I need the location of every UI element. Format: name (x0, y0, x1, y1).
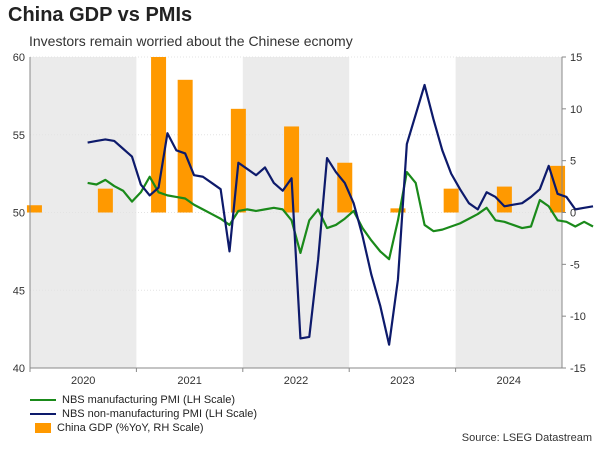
gdp-bar (390, 208, 406, 213)
gdp-bar (26, 205, 42, 213)
right-tick-label: -10 (570, 311, 586, 323)
x-tick-label: 2022 (284, 375, 308, 387)
left-tick-label: 60 (13, 52, 25, 64)
legend-item-non-manufacturing: NBS non-manufacturing PMI (LH Scale) (30, 407, 257, 421)
year-band-2020 (30, 57, 137, 368)
non-manufacturing-pmi-line (87, 83, 594, 346)
legend-label-gdp: China GDP (%YoY, RH Scale) (57, 422, 204, 434)
legend-label-non-manufacturing: NBS non-manufacturing PMI (LH Scale) (62, 408, 258, 420)
gdp-bar (284, 126, 300, 213)
chart-title: China GDP vs PMIs (8, 4, 193, 26)
left-tick-label: 40 (13, 363, 25, 375)
legend: NBS manufacturing PMI (LH Scale) NBS non… (30, 393, 257, 435)
right-tick-label: -15 (570, 363, 586, 375)
legend-item-manufacturing: NBS manufacturing PMI (LH Scale) (30, 393, 257, 407)
legend-item-gdp: China GDP (%YoY, RH Scale) (30, 421, 257, 435)
x-tick-label: 2021 (177, 375, 201, 387)
right-tick-label: 15 (570, 52, 582, 64)
left-tick-label: 45 (13, 285, 25, 297)
source-note: Source: LSEG Datastream (461, 432, 592, 444)
chart-subtitle: Investors remain worried about the Chine… (29, 33, 353, 49)
gdp-bar (230, 108, 246, 213)
right-tick-label: 10 (570, 104, 582, 116)
left-tick-label: 55 (13, 130, 25, 142)
right-tick-label: -5 (570, 259, 580, 271)
legend-swatch-non-manufacturing (30, 413, 56, 415)
legend-swatch-gdp (35, 423, 51, 433)
right-tick-label: 5 (570, 156, 576, 168)
x-tick-label: 2023 (390, 375, 414, 387)
x-tick-label: 2024 (497, 375, 521, 387)
legend-swatch-manufacturing (30, 399, 56, 401)
gdp-bar (550, 165, 566, 213)
left-tick-label: 50 (13, 208, 25, 220)
gdp-bar (97, 188, 113, 213)
gdp-bar (337, 162, 353, 213)
x-tick-label: 2020 (71, 375, 95, 387)
gdp-bar (151, 57, 167, 213)
legend-label-manufacturing: NBS manufacturing PMI (LH Scale) (62, 394, 236, 406)
right-tick-label: 0 (570, 208, 576, 220)
gdp-bar (443, 188, 459, 213)
gdp-bar (177, 79, 193, 213)
manufacturing-pmi-line (87, 170, 594, 261)
